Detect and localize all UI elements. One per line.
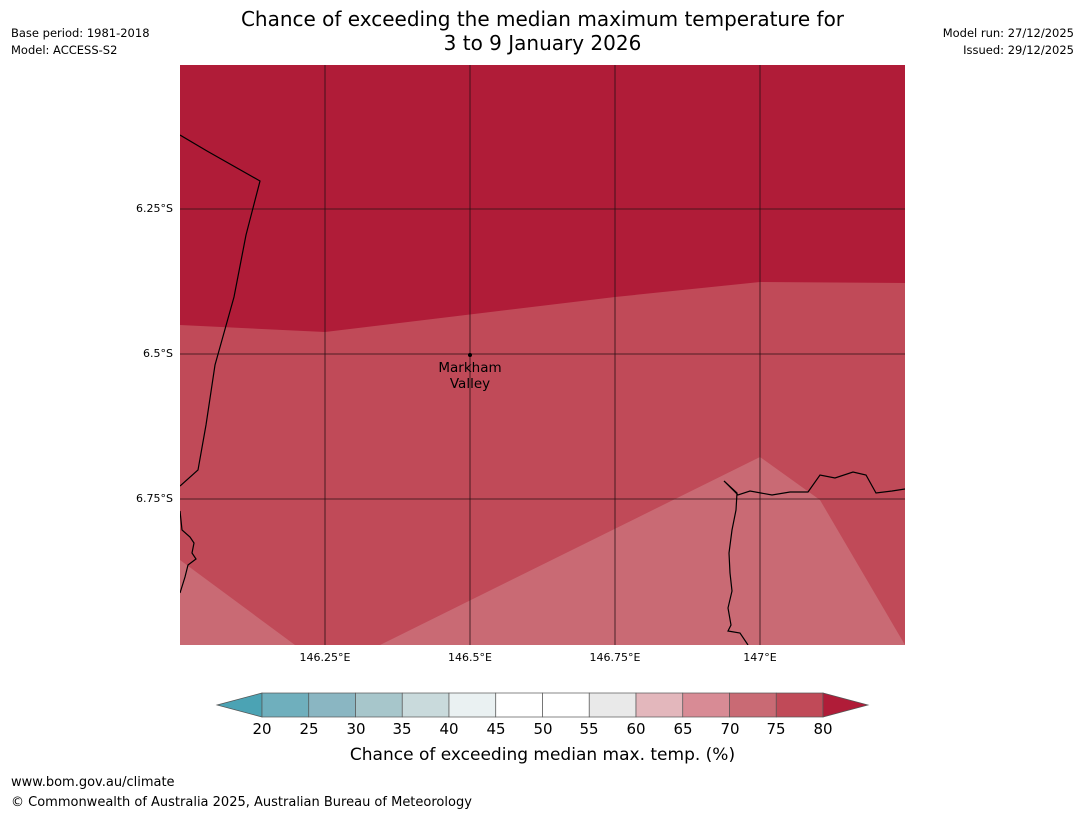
colorbar-tick-20: 20 — [252, 720, 272, 738]
coastline-west — [180, 510, 197, 594]
colorbar-cells — [215, 692, 870, 718]
footer-url[interactable]: www.bom.gov.au/climate — [11, 775, 175, 790]
map-title: Chance of exceeding the median maximum t… — [0, 7, 1085, 55]
coastline-river-east — [723, 471, 905, 645]
colorbar-cell-45-50 — [495, 692, 543, 718]
colorbar-tick-30: 30 — [346, 720, 366, 738]
colorbar-tick-40: 40 — [439, 720, 459, 738]
colorbar-cell-70-75 — [729, 692, 777, 718]
colorbar-tick-50: 50 — [533, 720, 553, 738]
colorbar-cell-25-30 — [308, 692, 356, 718]
place-label-line-1: Markham — [438, 360, 502, 376]
colorbar-cell-60-65 — [635, 692, 684, 718]
colorbar-cell-30-35 — [355, 692, 403, 718]
colorbar-tick-75: 75 — [766, 720, 786, 738]
map-title-line-1: Chance of exceeding the median maximum t… — [240, 7, 845, 31]
colorbar-label: Chance of exceeding median max. temp. (%… — [349, 745, 736, 765]
colorbar-tick-55: 55 — [579, 720, 599, 738]
lon-label-146-75: 146.75°E — [589, 651, 641, 664]
colorbar-tick-80: 80 — [813, 720, 833, 738]
map-title-line-2: 3 to 9 January 2026 — [443, 31, 642, 55]
model-run-text: Model run: 27/12/2025 — [942, 26, 1074, 40]
base-period-text: Base period: 1981-2018 — [11, 26, 150, 40]
lat-label-6-75: 6.75°S — [136, 492, 173, 505]
colorbar-cell-75-80 — [775, 692, 824, 718]
place-label-line-2: Valley — [449, 376, 491, 392]
boundary-lines — [180, 134, 905, 645]
colorbar-tick-25: 25 — [299, 720, 319, 738]
colorbar-extension-above-80 — [822, 692, 870, 718]
region-70-75-west — [180, 560, 295, 645]
lon-label-146-25: 146.25°E — [299, 651, 351, 664]
colorbar-tick-70: 70 — [720, 720, 740, 738]
lat-label-6-5: 6.5°S — [143, 347, 173, 360]
colorbar-cell-40-45 — [448, 692, 497, 718]
colorbar-cell-65-70 — [682, 692, 730, 718]
colorbar-cell-55-60 — [588, 692, 637, 718]
model-text: Model: ACCESS-S2 — [11, 43, 118, 57]
colorbar-cell-35-40 — [401, 692, 450, 718]
colorbar-cell-50-55 — [542, 692, 590, 718]
region-70-75-east — [380, 457, 905, 645]
place-label-markham-valley: Markham Valley — [425, 360, 515, 392]
colorbar-tick-65: 65 — [673, 720, 693, 738]
issued-text: Issued: 29/12/2025 — [963, 43, 1074, 57]
colorbar-tick-60: 60 — [626, 720, 646, 738]
colorbar-tick-35: 35 — [392, 720, 412, 738]
map-svg — [180, 65, 905, 645]
colorbar-extension-below-20 — [215, 692, 263, 718]
lon-label-146-5: 146.5°E — [448, 651, 492, 664]
lon-label-147: 147°E — [743, 651, 777, 664]
markham-valley-marker — [468, 353, 472, 357]
map-area[interactable] — [180, 65, 905, 645]
colorbar-cell-20-25 — [261, 692, 310, 718]
provincial-border — [180, 134, 261, 487]
footer-copyright: © Commonwealth of Australia 2025, Austra… — [11, 795, 472, 810]
colorbar-tick-45: 45 — [486, 720, 506, 738]
colorbar — [215, 692, 870, 718]
lat-label-6-25: 6.25°S — [136, 202, 173, 215]
